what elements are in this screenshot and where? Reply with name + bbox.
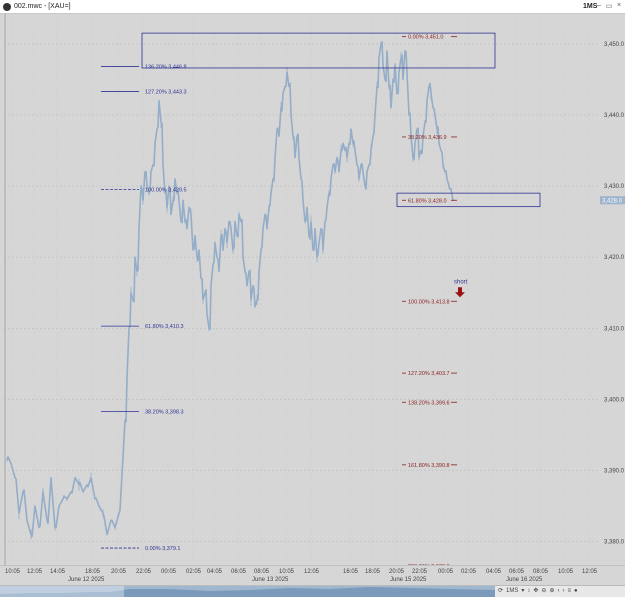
x-tick-label: 18:05 — [365, 569, 381, 575]
date-label: June 13 2025 — [252, 577, 289, 583]
fib-level-label: 127.20% 3,443.3 — [145, 89, 187, 95]
fib-level-label: 200.00% 3,376.6 — [408, 564, 450, 565]
minimize-button[interactable]: – — [597, 2, 601, 9]
x-tick-label: 10:05 — [279, 569, 295, 575]
date-label: June 12 2025 — [68, 577, 105, 583]
x-tick-label: 22:05 — [136, 569, 152, 575]
x-tick-label: 06:05 — [509, 569, 525, 575]
fib-level-label: 138.20% 3,399.6 — [408, 400, 450, 406]
fib-level-label: 38.20% 3,436.9 — [408, 135, 447, 141]
x-tick-label: 08:05 — [533, 569, 549, 575]
fib-level-label: 161.80% 3,390.8 — [408, 463, 450, 469]
time-axis-svg: 10:05 12:05 14:05 18:05 20:05 22:05 00:05 02:05… — [0, 565, 625, 583]
zone-rectangle-top[interactable] — [141, 32, 496, 69]
y-tick-label: 3,390.0 — [604, 469, 625, 475]
x-tick-label: 14:05 — [50, 569, 66, 575]
x-tick-label: 10:05 — [558, 569, 574, 575]
short-arrow-icon — [455, 287, 465, 298]
x-tick-label: 02:05 — [186, 569, 202, 575]
zoom-in-icon[interactable]: ⊕ — [549, 588, 555, 594]
x-tick-label: 12:05 — [582, 569, 598, 575]
last-price-tag — [600, 196, 625, 205]
close-button[interactable]: × — [616, 2, 622, 9]
period-dropdown[interactable]: 1MS — [506, 588, 519, 594]
app-icon — [3, 3, 11, 11]
scroll-left-icon[interactable]: ‹ — [557, 588, 560, 594]
x-tick-label: 04:05 — [486, 569, 502, 575]
fib-level-label: 136.20% 3,446.8 — [145, 65, 187, 71]
fib-level-label: 38.20% 3,398.3 — [145, 410, 184, 416]
y-tick-label: 3,450.0 — [604, 42, 625, 48]
y-tick-label: 3,380.0 — [604, 540, 625, 546]
fib-level-label: 100.00% 3,429.5 — [145, 188, 187, 194]
last-price-label: 3,428.0 — [602, 198, 623, 204]
overview-window-left[interactable] — [0, 586, 124, 597]
x-tick-label: 02:05 — [461, 569, 477, 575]
crosshair-icon[interactable]: ✥ — [533, 588, 539, 594]
x-tick-label: 04:05 — [207, 569, 223, 575]
date-label: June 16 2025 — [506, 577, 543, 583]
bottom-bar: ⟳ 1MS ▾ ↕ ✥ ⊖ ⊕ ‹ › ≡ ● — [0, 585, 625, 597]
y-tick-label: 3,400.0 — [604, 397, 625, 403]
y-tick-label: 3,430.0 — [604, 184, 625, 190]
fib-level-label: 0.00% 3,451.0 — [408, 35, 443, 41]
zoom-out-icon[interactable]: ⊖ — [541, 588, 547, 594]
x-tick-label: 00:05 — [161, 569, 177, 575]
price-chart-area[interactable]: 3,380.0 3,390.0 3,400.0 3,410.0 3,420.0 3,430… — [0, 14, 625, 565]
x-tick-label: 06:05 — [231, 569, 247, 575]
x-tick-label: 12:05 — [27, 569, 43, 575]
maximize-button[interactable]: ▭ — [605, 3, 613, 10]
fib-level-label: 61.80% 3,410.3 — [145, 324, 184, 330]
zone-rectangle-entry[interactable] — [396, 192, 541, 208]
window-title: 002.mwc - [XAU=] — [14, 3, 71, 10]
x-tick-label: 20:05 — [111, 569, 127, 575]
fib-level-label: 127.20% 3,403.7 — [408, 371, 450, 377]
palette-icon[interactable]: ● — [574, 588, 578, 594]
x-tick-label: 16:05 — [343, 569, 359, 575]
chart-toolbar: ⟳ 1MS ▾ ↕ ✥ ⊖ ⊕ ‹ › ≡ ● — [498, 586, 625, 597]
y-tick-label: 3,420.0 — [604, 255, 625, 261]
overview-navigator[interactable] — [0, 586, 495, 597]
x-tick-label: 18:05 — [85, 569, 101, 575]
x-tick-label: 00:05 — [438, 569, 454, 575]
chevron-down-icon[interactable]: ▾ — [521, 588, 525, 594]
price-chart: 3,380.0 3,390.0 3,400.0 3,410.0 3,420.0 3,430… — [4, 14, 625, 565]
fib-level-label: 61.80% 3,428.0 — [408, 198, 447, 204]
list-icon[interactable]: ≡ — [567, 588, 571, 594]
refresh-icon[interactable]: ⟳ — [498, 588, 504, 594]
y-tick-label: 3,440.0 — [604, 113, 625, 119]
x-tick-label: 10:05 — [5, 569, 21, 575]
fib-level-label: 0.00% 3,379.1 — [145, 546, 180, 552]
short-annotation-label: short — [454, 279, 468, 285]
price-line — [6, 40, 454, 538]
period-indicator[interactable]: 1MS — [583, 3, 598, 10]
x-tick-label: 20:05 — [389, 569, 405, 575]
title-bar: 002.mwc - [XAU=] 1MS – ▭ × — [0, 0, 625, 14]
date-label: June 15 2025 — [390, 577, 427, 583]
vertical-resize-icon[interactable]: ↕ — [527, 588, 531, 594]
x-tick-label: 08:05 — [254, 569, 270, 575]
x-tick-label: 22:05 — [412, 569, 428, 575]
fib-level-label: 100.00% 3,413.8 — [408, 299, 450, 305]
overview-area — [0, 587, 495, 597]
x-tick-label: 12:05 — [304, 569, 320, 575]
y-tick-label: 3,410.0 — [604, 326, 625, 332]
time-axis[interactable]: 10:05 12:05 14:05 18:05 20:05 22:05 00:05 02:05… — [0, 565, 625, 585]
scroll-right-icon[interactable]: › — [562, 588, 565, 594]
